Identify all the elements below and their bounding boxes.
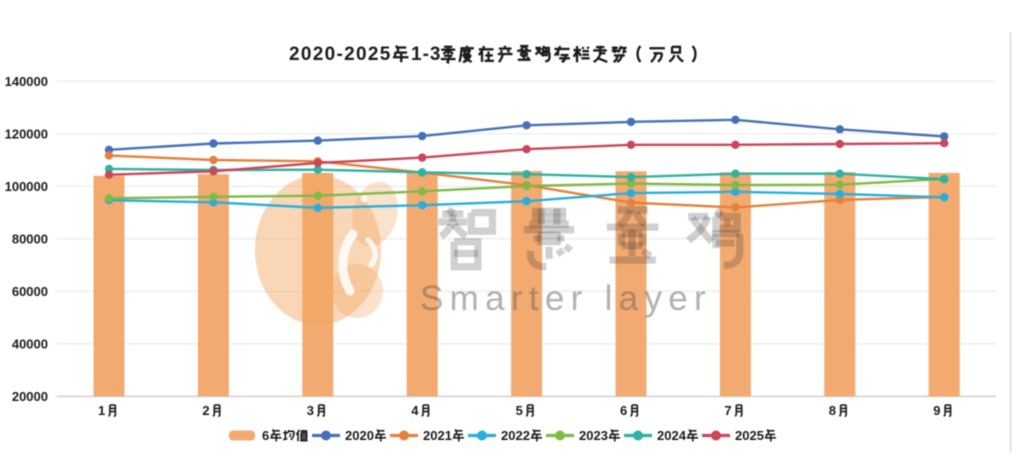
- svg-text:20000: 20000: [12, 389, 48, 404]
- svg-text:6: 6: [262, 428, 269, 443]
- svg-text:2021: 2021: [423, 428, 452, 443]
- svg-text:5: 5: [516, 403, 523, 418]
- svg-text:80000: 80000: [12, 232, 48, 247]
- svg-text:Smarter layer: Smarter layer: [420, 279, 712, 318]
- svg-text:2: 2: [202, 403, 209, 418]
- svg-text:2020: 2020: [345, 428, 374, 443]
- svg-text:2022: 2022: [501, 428, 530, 443]
- svg-text:8: 8: [829, 403, 836, 418]
- svg-text:40000: 40000: [12, 337, 48, 352]
- svg-text:2020-2025: 2020-2025: [289, 44, 392, 65]
- svg-text:6: 6: [620, 403, 627, 418]
- svg-text:120000: 120000: [5, 126, 48, 141]
- svg-text:9: 9: [933, 403, 940, 418]
- svg-text:60000: 60000: [12, 284, 48, 299]
- svg-text:2023: 2023: [579, 428, 608, 443]
- svg-text:4: 4: [411, 403, 419, 418]
- svg-text:7: 7: [724, 403, 731, 418]
- svg-text:1: 1: [98, 403, 105, 418]
- svg-text:2025: 2025: [735, 428, 764, 443]
- svg-text:100000: 100000: [5, 179, 48, 194]
- svg-text:140000: 140000: [5, 74, 48, 89]
- svg-text:3: 3: [307, 403, 314, 418]
- svg-text:2024: 2024: [657, 428, 687, 443]
- svg-text:1-3: 1-3: [411, 44, 441, 65]
